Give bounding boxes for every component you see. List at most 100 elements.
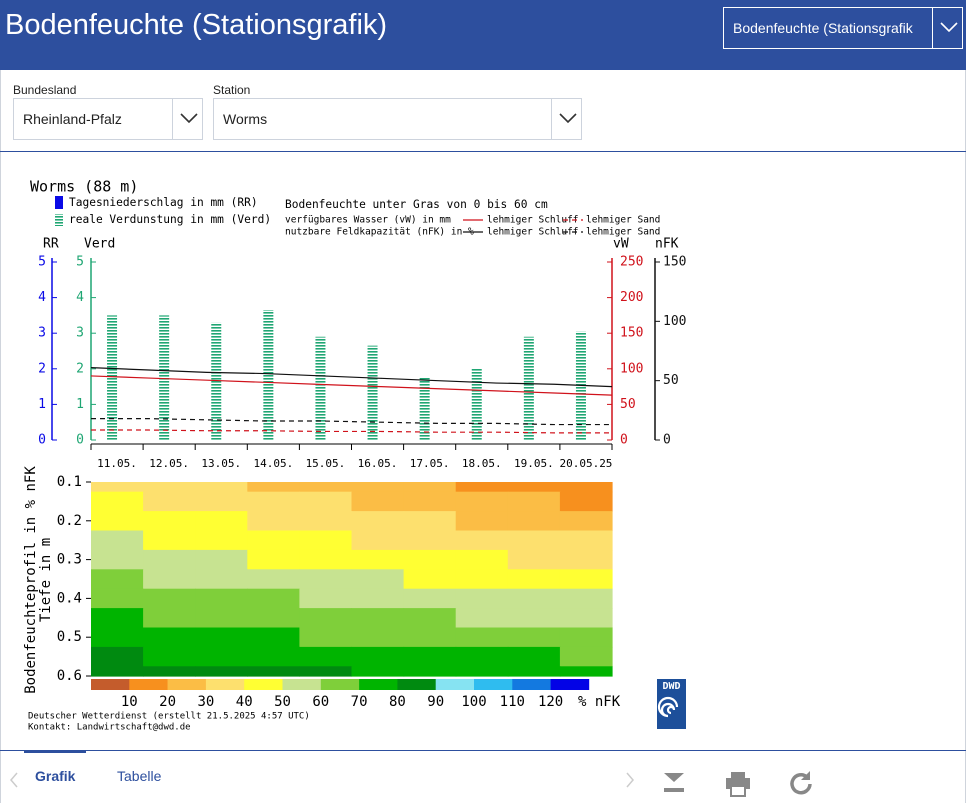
- profile-cell: [195, 627, 248, 648]
- product-select[interactable]: Bodenfeuchte (Stationsgrafik: [723, 7, 963, 49]
- divider: [932, 8, 933, 48]
- y-tick-label: 3: [38, 326, 46, 341]
- source: Deutscher Wetterdienst (erstellt 21.5.20…: [28, 712, 310, 722]
- profile-cell: [351, 666, 405, 677]
- product-select-value: Bodenfeuchte (Stationsgrafik: [733, 20, 913, 36]
- profile-cell: [299, 482, 353, 493]
- scale-swatch: [167, 679, 207, 690]
- profile-cell: [195, 569, 248, 590]
- profile-cell: [507, 549, 561, 570]
- select-value: Worms: [223, 111, 268, 127]
- legend-label: lehmiger Sand: [586, 215, 660, 226]
- legend-label: verfügbares Wasser (vW) in mm: [285, 215, 451, 226]
- scale-label: 90: [427, 694, 444, 710]
- profile-cell: [455, 549, 509, 570]
- chevron: [180, 113, 198, 124]
- vw-line: [90, 375, 613, 396]
- profile-cell: [91, 491, 144, 512]
- bundesland-select[interactable]: Rheinland-Pfalz: [13, 98, 203, 140]
- scale-swatch: [474, 679, 513, 690]
- profile-cell: [559, 588, 613, 609]
- profile-cell: [299, 549, 353, 570]
- tab[interactable]: Tabelle: [117, 768, 162, 784]
- profile-cell: [559, 491, 613, 512]
- refresh-button[interactable]: [790, 772, 812, 795]
- profile-cell: [507, 588, 561, 609]
- profile-cell: [403, 588, 457, 609]
- profile-cell: [403, 491, 457, 512]
- legend-swatch: [55, 214, 63, 226]
- scale-swatch: [359, 679, 398, 690]
- tab[interactable]: Grafik: [35, 768, 76, 784]
- y-tick-label: 0.2: [57, 513, 82, 529]
- profile-cell: [143, 482, 196, 493]
- scale-swatch: [282, 679, 322, 690]
- y-tick-label: 0: [38, 433, 46, 448]
- contact: Kontakt: Landwirtschaft@dwd.de: [28, 723, 191, 733]
- download-button[interactable]: [664, 773, 684, 792]
- profile-cell: [351, 608, 405, 629]
- profile-cell: [299, 511, 353, 532]
- profile-cell: [351, 491, 405, 512]
- profile-cell: [559, 511, 613, 532]
- profile-cell: [299, 569, 353, 590]
- station-select[interactable]: Worms: [213, 98, 582, 140]
- x-tick-label: 15.05.: [306, 457, 346, 470]
- profile-cell: [195, 666, 248, 677]
- dwd-logo: DWD: [657, 679, 686, 729]
- axis-label: nFK: [655, 237, 679, 252]
- y-tick-label: 0: [76, 433, 84, 448]
- profile-cell: [299, 646, 353, 667]
- profile-cell: [143, 569, 196, 590]
- axis-label: RR: [43, 237, 59, 252]
- profile-cell: [455, 608, 509, 629]
- y-tick-label: 0.4: [57, 590, 82, 606]
- profile-cell: [143, 627, 196, 648]
- next-button[interactable]: [626, 772, 634, 788]
- profile-cell: [143, 666, 196, 677]
- scale-label: 50: [274, 694, 291, 710]
- axis-label: Bodenfeuchteprofil in % nFK: [23, 466, 39, 694]
- profile-cell: [507, 569, 561, 590]
- chart: Worms (88 m) Tagesniederschlag in mm (RR…: [23, 178, 686, 733]
- y-tick-label: 2: [76, 361, 84, 376]
- profile-cell: [247, 608, 300, 629]
- profile-cell: [91, 530, 144, 551]
- scale-label: 30: [197, 694, 214, 710]
- y-tick-label: 250: [620, 255, 643, 270]
- profile-cell: [507, 646, 561, 667]
- profile-cell: [559, 482, 613, 493]
- divider: [172, 99, 173, 139]
- profile-cell: [143, 608, 196, 629]
- profile-cell: [559, 569, 613, 590]
- legend-label: reale Verdunstung in mm (Verd): [69, 213, 271, 226]
- profile-cell: [247, 482, 300, 493]
- profile-cell: [299, 491, 353, 512]
- separator: [0, 750, 966, 751]
- verd-bar: [315, 336, 326, 440]
- profile-cell: [143, 549, 196, 570]
- axis-label: vW: [613, 237, 629, 252]
- profile-cell: [195, 482, 248, 493]
- y-tick-label: 3: [76, 326, 84, 341]
- profile-cell: [351, 627, 405, 648]
- profile-cell: [559, 627, 613, 648]
- profile-cell: [351, 482, 405, 493]
- scale-swatch: [397, 679, 436, 690]
- verd-bar: [211, 322, 222, 440]
- y-tick-label: 100: [663, 314, 686, 329]
- prev-button[interactable]: [10, 772, 18, 788]
- profile-cell: [195, 549, 248, 570]
- profile-cell: [195, 530, 248, 551]
- x-tick-label: 11.05.: [97, 457, 137, 470]
- profile-cell: [455, 646, 509, 667]
- scale-label: 60: [312, 694, 329, 710]
- chart-title: Worms (88 m): [30, 178, 138, 196]
- verd-bar: [263, 310, 274, 440]
- filter-label: Station: [213, 83, 251, 97]
- chevron: [559, 113, 577, 124]
- print-button[interactable]: [726, 772, 750, 797]
- y-tick-label: 200: [620, 290, 643, 305]
- profile-cell: [195, 491, 248, 512]
- legend-label: Tagesniederschlag in mm (RR): [69, 196, 258, 209]
